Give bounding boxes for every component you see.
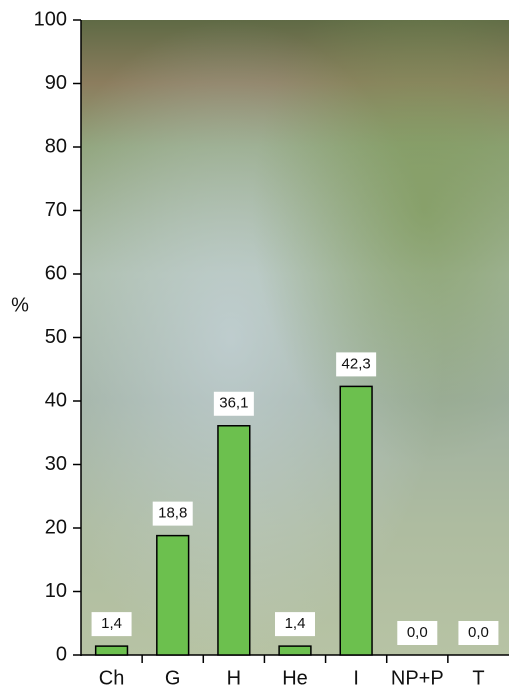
value-label-box: [336, 352, 377, 377]
y-tick-label: 90: [45, 72, 67, 94]
x-tick-label: He: [282, 667, 308, 689]
value-label-box: [213, 391, 254, 416]
value-label: 0,0: [407, 624, 428, 641]
y-tick-label: 60: [45, 262, 67, 284]
bar: [94, 645, 129, 656]
y-tick-label: 20: [45, 516, 67, 538]
background-photo: [81, 20, 509, 655]
x-tick-label: H: [227, 667, 241, 689]
value-label: 1,4: [101, 615, 122, 632]
x-tick-label: G: [165, 667, 181, 689]
value-label-box: [397, 621, 438, 645]
x-tick-label: NP+P: [391, 667, 444, 689]
y-tick-label: 70: [45, 199, 67, 221]
y-axis-label: %: [11, 294, 29, 316]
value-label: 42,3: [342, 355, 371, 372]
x-tick-label: I: [353, 667, 359, 689]
bar: [156, 534, 190, 656]
bar: [278, 645, 312, 656]
y-tick-label: 10: [45, 580, 67, 602]
y-tick-label: 40: [45, 389, 67, 411]
value-label-box: [458, 621, 499, 645]
bar: [217, 425, 251, 656]
y-tick-label: 80: [45, 135, 67, 157]
y-tick-label: 100: [34, 8, 67, 30]
y-tick-label: 0: [56, 643, 67, 665]
y-tick-label: 50: [45, 326, 67, 348]
value-label: 1,4: [285, 615, 306, 632]
x-tick-label: Ch: [99, 667, 125, 689]
value-label-box: [91, 612, 132, 637]
value-label-box: [275, 612, 315, 637]
value-label: 36,1: [219, 395, 248, 412]
value-label: 18,8: [158, 505, 187, 522]
x-tick-label: T: [472, 667, 484, 689]
value-label: 0,0: [468, 624, 489, 641]
value-label-box: [152, 501, 193, 526]
bar: [339, 385, 373, 656]
y-tick-label: 30: [45, 453, 67, 475]
